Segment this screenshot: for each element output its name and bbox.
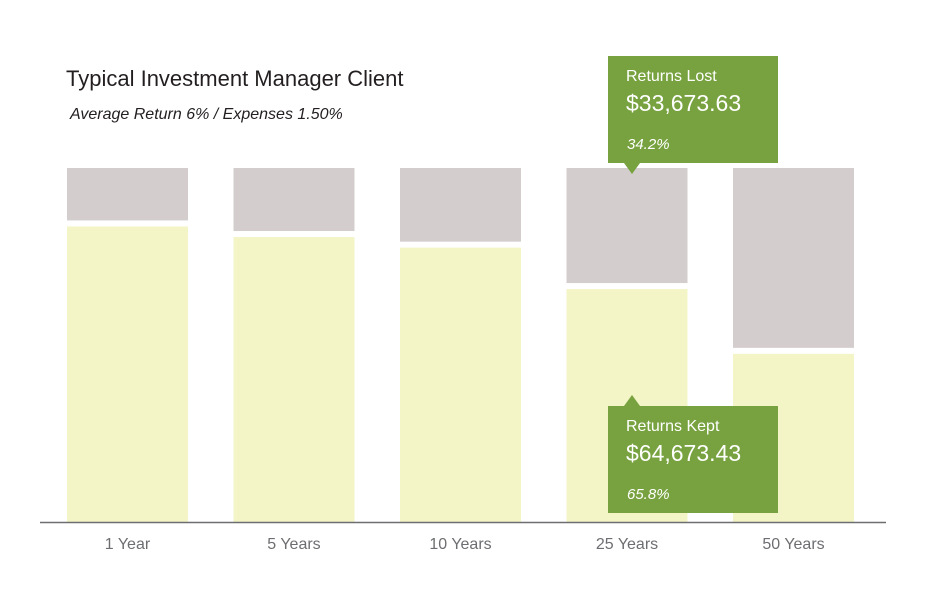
bar-lost-5-years <box>233 168 355 232</box>
bar-lost-1-year <box>67 168 188 221</box>
bar-kept-1-year <box>67 226 188 522</box>
bar-kept-5-years <box>233 237 355 522</box>
callout-returns-kept-value: $64,673.43 <box>626 440 742 466</box>
callout-returns-kept-pointer <box>624 395 640 406</box>
chart-title: Typical Investment Manager Client <box>66 66 404 91</box>
bar-lost-50-years <box>733 168 854 348</box>
callout-returns-kept-pct: 65.8% <box>627 486 670 503</box>
x-tick-label: 5 Years <box>267 536 320 553</box>
bar-lost-25-years <box>566 168 688 284</box>
callout-returns-lost: Returns Lost $33,673.63 34.2% <box>608 56 778 163</box>
callout-returns-lost-label: Returns Lost <box>626 68 717 85</box>
x-tick-label: 1 Year <box>105 536 151 553</box>
bar-lost-10-years <box>400 168 521 242</box>
callout-returns-lost-value: $33,673.63 <box>626 90 742 116</box>
x-tick-label: 10 Years <box>429 536 491 553</box>
callout-returns-lost-pct: 34.2% <box>627 136 670 153</box>
callout-returns-kept-label: Returns Kept <box>626 418 720 435</box>
bar-kept-10-years <box>400 247 521 522</box>
callout-returns-kept: Returns Kept $64,673.43 65.8% <box>608 406 778 513</box>
callout-returns-lost-pointer <box>624 163 640 174</box>
chart-subtitle: Average Return 6% / Expenses 1.50% <box>70 106 343 123</box>
x-tick-label: 50 Years <box>762 536 824 553</box>
x-tick-label: 25 Years <box>596 536 658 553</box>
